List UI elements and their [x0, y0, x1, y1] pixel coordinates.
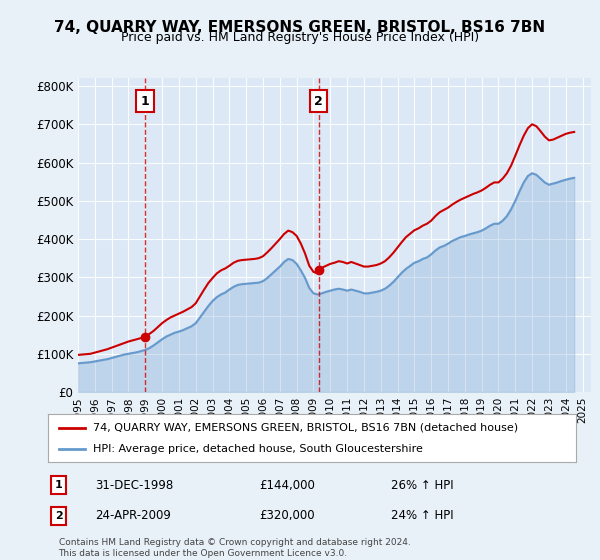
Text: 2: 2 — [314, 95, 323, 108]
Text: £320,000: £320,000 — [259, 509, 315, 522]
Text: 26% ↑ HPI: 26% ↑ HPI — [391, 479, 454, 492]
Text: 24-APR-2009: 24-APR-2009 — [95, 509, 172, 522]
Text: Price paid vs. HM Land Registry's House Price Index (HPI): Price paid vs. HM Land Registry's House … — [121, 31, 479, 44]
Text: Contains HM Land Registry data © Crown copyright and database right 2024.
This d: Contains HM Land Registry data © Crown c… — [59, 538, 410, 558]
Text: £144,000: £144,000 — [259, 479, 315, 492]
Text: 1: 1 — [141, 95, 149, 108]
Text: HPI: Average price, detached house, South Gloucestershire: HPI: Average price, detached house, Sout… — [93, 444, 423, 454]
Text: 74, QUARRY WAY, EMERSONS GREEN, BRISTOL, BS16 7BN (detached house): 74, QUARRY WAY, EMERSONS GREEN, BRISTOL,… — [93, 423, 518, 433]
Text: 31-DEC-1998: 31-DEC-1998 — [95, 479, 174, 492]
Text: 2: 2 — [55, 511, 62, 521]
Text: 74, QUARRY WAY, EMERSONS GREEN, BRISTOL, BS16 7BN: 74, QUARRY WAY, EMERSONS GREEN, BRISTOL,… — [55, 20, 545, 35]
Text: 1: 1 — [55, 480, 62, 490]
Text: 24% ↑ HPI: 24% ↑ HPI — [391, 509, 454, 522]
